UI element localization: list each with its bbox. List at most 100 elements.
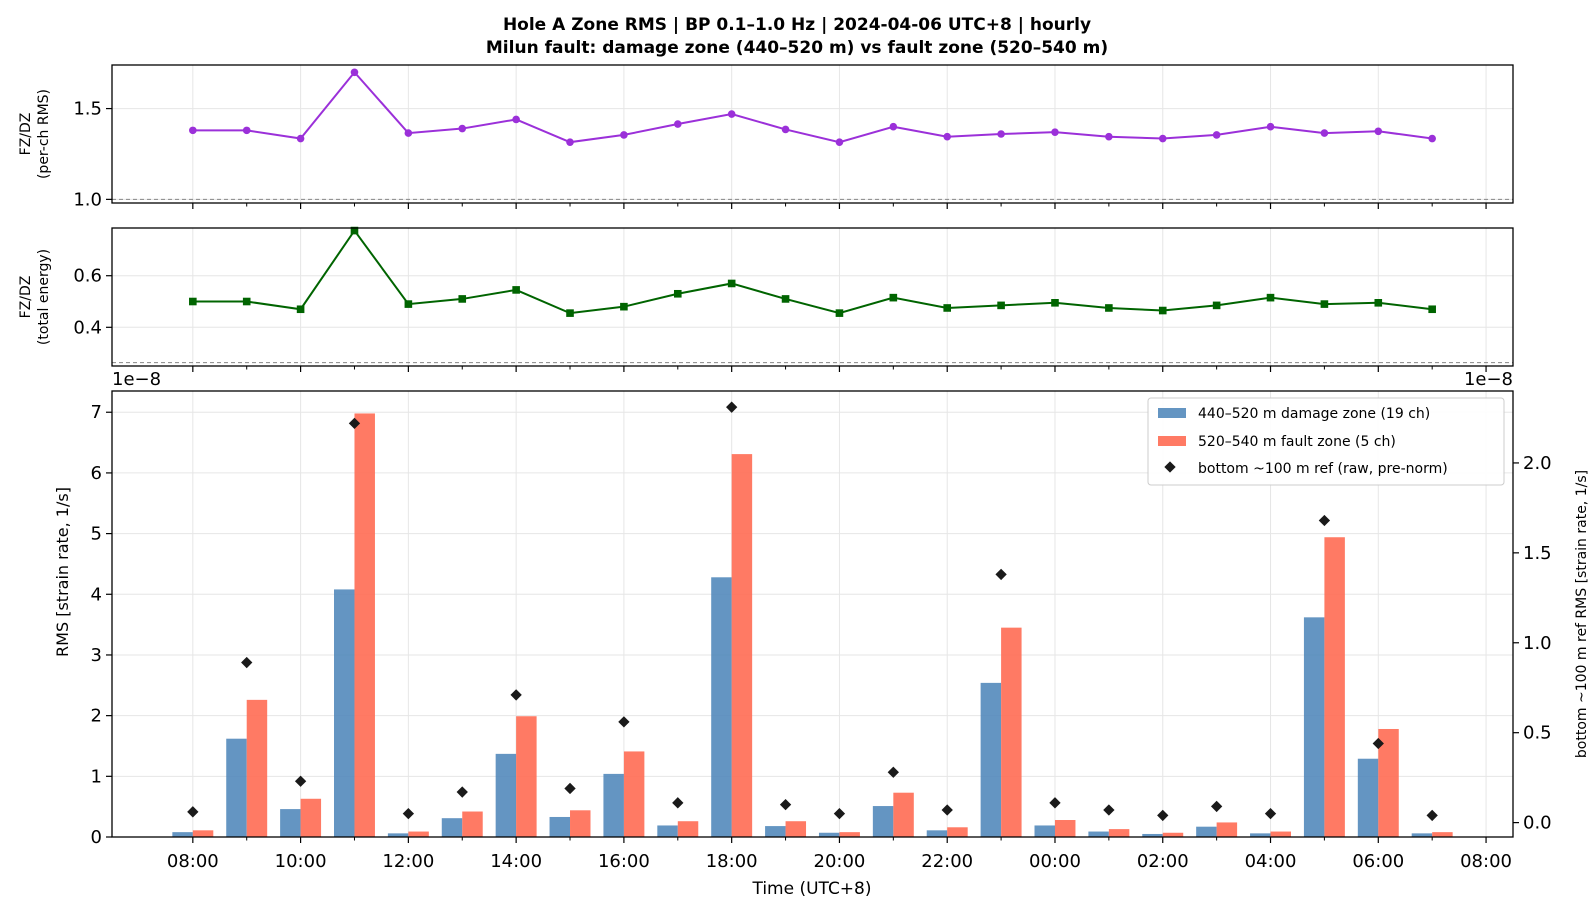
rms-y2label: bottom ~100 m ref RMS [strain rate, 1/s] xyxy=(1574,470,1590,758)
ref-marker xyxy=(887,766,899,778)
x-tick-label: 04:00 xyxy=(1245,851,1297,872)
ref-marker xyxy=(1372,737,1384,750)
ratio-rms-ytick-label: 1.0 xyxy=(73,189,102,210)
x-tick-label: 22:00 xyxy=(921,851,973,872)
rms-bar-frame xyxy=(111,390,1514,838)
fault-zone-bar xyxy=(570,810,591,837)
legend-marker-ref xyxy=(1164,461,1176,473)
rms-ytick-label: 4 xyxy=(91,584,102,605)
ratio-energy-point xyxy=(242,297,251,306)
ratio-energy-point xyxy=(781,295,790,303)
ratio-energy-point xyxy=(1105,304,1113,312)
damage-zone-bar xyxy=(172,832,193,837)
rms-offset-label-right: 1e−8 xyxy=(1464,369,1513,390)
ratio-rms-point xyxy=(1105,132,1113,141)
damage-zone-bar xyxy=(603,773,624,837)
x-tick-label: 20:00 xyxy=(814,851,866,872)
ref-marker xyxy=(995,568,1007,581)
rms-ytick-label: 1 xyxy=(91,766,102,787)
ratio-energy-point xyxy=(458,295,467,303)
rms-ytick-label: 5 xyxy=(91,524,102,545)
rms-ytick-label: 0 xyxy=(91,827,102,848)
ratio-energy-ylabel-line-1: FZ/DZ xyxy=(18,276,34,319)
damage-zone-bar xyxy=(980,682,1002,837)
ratio-rms-point xyxy=(943,132,952,141)
rms-ylabel: RMS [strain rate, 1/s] xyxy=(53,487,72,657)
ratio-rms-point xyxy=(350,68,359,77)
rms-bar-series xyxy=(172,401,1453,837)
ratio-energy-point xyxy=(727,279,736,288)
x-tick-label: 02:00 xyxy=(1137,851,1189,872)
ratio-rms-point xyxy=(1158,134,1167,143)
legend-box xyxy=(1147,397,1505,486)
ratio-energy-point xyxy=(1212,301,1221,310)
x-tick-label: 16:00 xyxy=(598,851,650,872)
ratio-rms-point xyxy=(781,125,790,134)
fault-zone-bar xyxy=(1324,537,1345,837)
ratio-energy-point xyxy=(1266,293,1275,302)
damage-zone-bar xyxy=(549,816,571,837)
ref-marker xyxy=(510,689,522,701)
ratio-rms-frame xyxy=(111,64,1514,204)
fault-zone-bar xyxy=(1054,820,1076,837)
fault-zone-bar xyxy=(731,454,753,837)
ref-ytick-label: 1.5 xyxy=(1523,543,1552,564)
ref-marker xyxy=(833,807,846,820)
damage-zone-bar xyxy=(818,832,840,837)
rms-ytick-label: 7 xyxy=(91,402,102,423)
ref-marker xyxy=(1426,809,1438,822)
ratio-rms-point xyxy=(458,124,467,133)
x-tick-label: 18:00 xyxy=(706,851,758,872)
rms-bar-panel: 08:00 10:00 12:00 14:00 16:00 18:00 20:00 22:00… xyxy=(53,369,1590,899)
ratio-rms-ylabel-line-1: FZ/DZ xyxy=(18,113,34,156)
ratio-energy-point xyxy=(566,309,574,317)
ratio-energy-point xyxy=(673,289,682,298)
ratio-energy-point xyxy=(1320,300,1329,308)
x-tick-label: 00:00 xyxy=(1029,851,1081,872)
ref-marker xyxy=(241,656,253,669)
ratio-energy-point xyxy=(296,305,305,314)
fault-zone-bar xyxy=(192,830,214,837)
ref-marker xyxy=(1318,514,1331,527)
fault-zone-bar xyxy=(1378,728,1399,837)
ratio-rms-series xyxy=(112,68,1513,200)
ref-marker xyxy=(187,806,199,818)
fault-zone-bar xyxy=(947,827,968,837)
damage-zone-bar xyxy=(1034,825,1055,837)
ratio-rms-point xyxy=(727,110,736,118)
ratio-rms-point xyxy=(1320,129,1329,137)
damage-zone-bar xyxy=(226,738,247,837)
ref-marker xyxy=(1049,797,1061,809)
legend-label-fault: 520–540 m fault zone (5 ch) xyxy=(1198,434,1396,450)
ref-ytick-label: 0.5 xyxy=(1523,723,1552,744)
ratio-energy-series xyxy=(112,226,1513,364)
ref-marker xyxy=(348,417,361,430)
ratio-energy-ylabel-line-2: (total energy) xyxy=(36,249,52,345)
ratio-energy-point xyxy=(889,293,898,302)
ref-ytick-label: 0.0 xyxy=(1523,813,1552,834)
damage-zone-bar xyxy=(441,818,463,837)
ratio-rms-point xyxy=(1428,134,1436,143)
ratio-rms-panel: 1.0 1.5 FZ/DZ (per-ch RMS) xyxy=(18,64,1514,210)
ratio-energy-ytick-label: 0.4 xyxy=(73,317,102,338)
ref-marker xyxy=(779,798,792,811)
ref-marker xyxy=(564,782,576,795)
ref-marker xyxy=(726,401,738,413)
legend-label-damage: 440–520 m damage zone (19 ch) xyxy=(1198,406,1430,422)
ratio-energy-point xyxy=(835,309,844,317)
ratio-energy-axis: 0.4 0.6 xyxy=(73,266,1487,372)
ratio-energy-grid xyxy=(112,228,1513,366)
legend: 440–520 m damage zone (19 ch) 520–540 m … xyxy=(1147,397,1505,486)
x-tick-label: 06:00 xyxy=(1352,851,1404,872)
ratio-rms-point xyxy=(296,134,305,143)
damage-zone-bar xyxy=(926,830,948,837)
fault-zone-bar xyxy=(354,413,375,837)
x-tick-label: 12:00 xyxy=(382,851,434,872)
damage-zone-bar xyxy=(657,825,678,837)
ratio-energy-series-line xyxy=(192,228,1433,315)
fault-zone-bar xyxy=(1001,627,1022,837)
damage-zone-bar xyxy=(872,806,894,837)
rms-offset-label-left: 1e−8 xyxy=(112,369,161,390)
ratio-energy-point xyxy=(1428,305,1436,314)
